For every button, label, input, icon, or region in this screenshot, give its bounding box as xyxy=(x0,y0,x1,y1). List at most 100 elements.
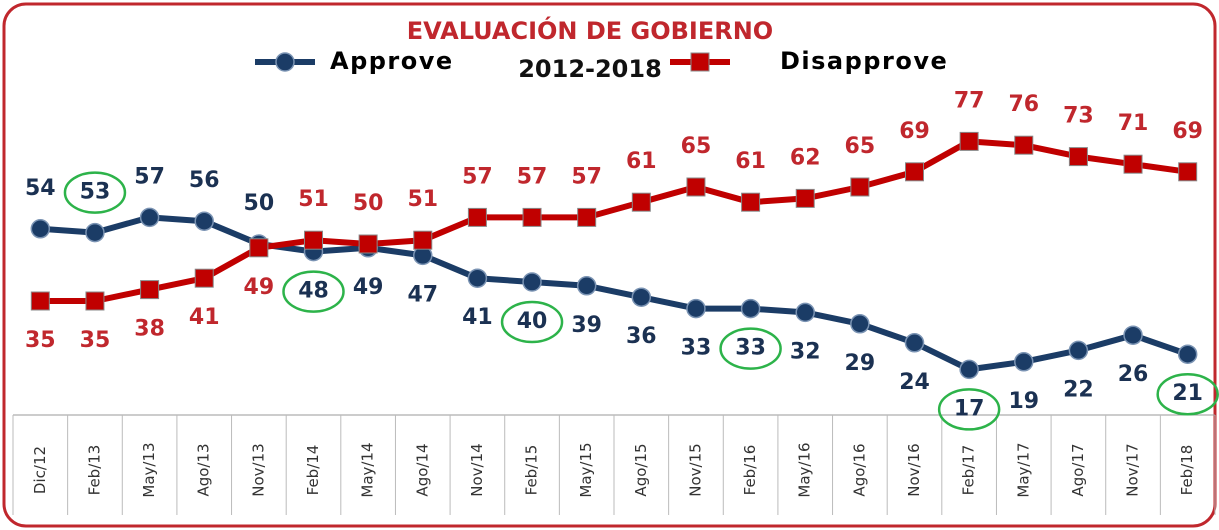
point xyxy=(194,211,214,231)
data-label: 51 xyxy=(298,187,329,212)
data-label: 21 xyxy=(1172,381,1203,406)
data-label: 61 xyxy=(735,149,766,174)
data-label: 33 xyxy=(735,336,766,361)
x-tick-label: Ago/15 xyxy=(632,443,650,496)
x-tick-label: Feb/13 xyxy=(85,445,103,496)
point xyxy=(631,192,651,212)
x-tick-label: Ago/16 xyxy=(850,443,868,496)
x-tick-label: Feb/14 xyxy=(304,445,322,496)
x-tick-label: May/14 xyxy=(359,442,377,497)
point xyxy=(850,177,870,197)
point xyxy=(522,207,542,227)
data-label: 49 xyxy=(353,275,384,300)
x-tick-label: Nov/13 xyxy=(249,443,267,496)
x-tick-label: Nov/17 xyxy=(1124,443,1142,496)
highlight-circle xyxy=(500,300,564,344)
point xyxy=(1068,340,1089,361)
point xyxy=(358,234,378,254)
data-label: 54 xyxy=(25,176,56,201)
point xyxy=(1178,162,1198,182)
point xyxy=(740,298,761,319)
data-label: 40 xyxy=(517,309,548,334)
data-label: 35 xyxy=(80,328,111,353)
point xyxy=(1014,352,1034,372)
point xyxy=(467,268,488,288)
data-label: 22 xyxy=(1063,377,1094,402)
point xyxy=(30,291,50,311)
point xyxy=(577,207,597,227)
point xyxy=(140,280,160,300)
point xyxy=(741,192,761,212)
point xyxy=(1177,344,1198,364)
x-tick-label: Feb/18 xyxy=(1178,445,1196,496)
data-label: 47 xyxy=(407,282,438,307)
x-tick-label: Dic/12 xyxy=(31,446,49,494)
chart-title: EVALUACIÓN DE GOBIERNO xyxy=(407,15,773,45)
data-label: 39 xyxy=(571,313,602,338)
data-label: 57 xyxy=(517,164,548,189)
legend-marker xyxy=(690,52,710,72)
x-tick-label: Feb/17 xyxy=(960,445,978,496)
data-label: 69 xyxy=(1172,119,1203,144)
series-line xyxy=(40,214,1189,373)
data-label: 65 xyxy=(845,134,876,159)
data-label: 69 xyxy=(899,119,930,144)
data-label: 49 xyxy=(244,275,275,300)
x-tick-label: May/13 xyxy=(140,442,158,497)
data-label: 53 xyxy=(80,180,111,205)
data-label: 33 xyxy=(681,336,712,361)
data-label: 41 xyxy=(189,305,220,330)
point xyxy=(139,207,160,228)
x-tick-label: Feb/16 xyxy=(741,445,759,496)
point xyxy=(467,207,487,227)
data-label: 61 xyxy=(626,149,657,174)
point xyxy=(631,287,652,307)
point xyxy=(959,359,979,380)
point xyxy=(304,230,323,250)
data-label: 57 xyxy=(571,164,602,189)
data-label: 71 xyxy=(1118,111,1149,136)
data-label: 50 xyxy=(353,191,384,216)
x-tick-label: Ago/13 xyxy=(195,443,213,496)
point xyxy=(1014,135,1034,155)
data-label: 48 xyxy=(298,279,329,304)
data-label: 32 xyxy=(790,339,821,364)
legend-marker xyxy=(275,52,295,72)
x-tick-label: May/16 xyxy=(796,442,814,497)
point xyxy=(30,219,51,239)
legend-label: Approve xyxy=(330,47,454,75)
point xyxy=(904,333,925,353)
data-label: 57 xyxy=(134,164,165,189)
point xyxy=(1068,147,1088,167)
data-label: 73 xyxy=(1063,104,1094,129)
data-label: 77 xyxy=(954,88,985,113)
data-label: 17 xyxy=(954,396,985,421)
data-label: 26 xyxy=(1118,362,1149,387)
data-label: 62 xyxy=(790,145,821,170)
x-tick-label: Ago/14 xyxy=(413,443,431,496)
data-label: 57 xyxy=(462,164,493,189)
data-label: 76 xyxy=(1008,92,1039,117)
point xyxy=(85,291,105,311)
highlight-circle xyxy=(937,388,1001,431)
point xyxy=(686,177,706,197)
highlight-circle xyxy=(719,327,782,370)
data-label: 24 xyxy=(899,370,930,395)
x-tick-label: May/15 xyxy=(577,442,595,497)
data-label: 19 xyxy=(1008,389,1039,414)
highlight-circle xyxy=(1156,372,1219,416)
point xyxy=(413,230,433,250)
data-label: 36 xyxy=(626,324,657,349)
x-tick-label: Nov/14 xyxy=(468,443,486,496)
data-label: 51 xyxy=(407,187,438,212)
legend-label: Disapprove xyxy=(780,47,948,75)
data-label: 29 xyxy=(845,351,876,376)
point xyxy=(249,238,269,258)
x-tick-label: Nov/15 xyxy=(686,443,704,496)
data-label: 41 xyxy=(462,305,493,330)
x-tick-label: Feb/15 xyxy=(523,445,541,496)
x-tick-label: May/17 xyxy=(1014,442,1032,497)
point xyxy=(576,276,597,296)
